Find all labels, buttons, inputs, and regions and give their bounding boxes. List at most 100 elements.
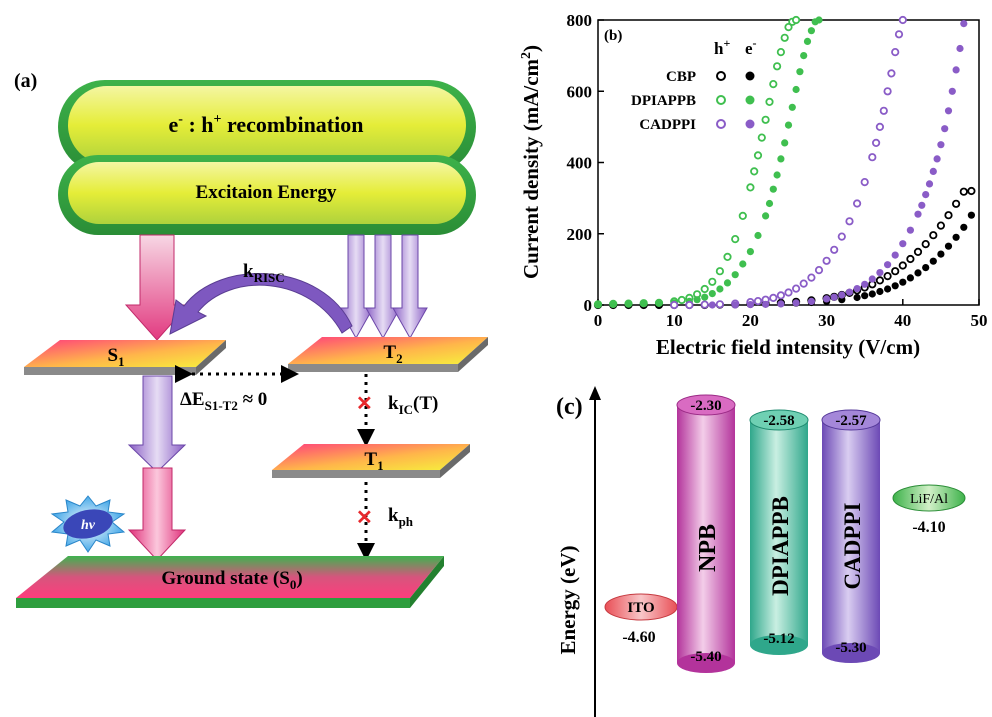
ito-bottom-value: -4.60 <box>622 629 655 646</box>
data-point <box>700 284 709 294</box>
data-point <box>822 256 831 265</box>
panel-c-label: (c) <box>556 394 583 420</box>
data-point <box>769 293 778 302</box>
data-point <box>677 295 686 305</box>
data-point <box>753 151 763 160</box>
data-point <box>929 167 937 175</box>
data-point <box>967 186 976 196</box>
data-point <box>723 279 732 287</box>
hv-label: hν <box>81 518 96 533</box>
data-point <box>803 37 812 46</box>
data-point <box>853 293 861 302</box>
data-point <box>845 217 854 226</box>
data-point <box>731 301 739 309</box>
data-point <box>814 265 824 275</box>
s1-emission-arrow-lower <box>127 467 187 561</box>
data-point <box>731 235 740 244</box>
legend-marker-open <box>716 119 726 129</box>
data-point <box>884 285 892 293</box>
data-point <box>952 233 960 241</box>
legend-label: CADPPI <box>639 117 696 133</box>
s1-level-plate: S1 <box>24 340 226 375</box>
lifal-bottom-value: -4.10 <box>912 519 945 536</box>
data-point <box>898 15 907 25</box>
data-point <box>670 300 679 310</box>
x-tick-label: 40 <box>894 311 911 330</box>
data-point <box>922 264 930 272</box>
legend-header-holes: h+ <box>714 36 730 58</box>
data-point <box>757 133 766 142</box>
x-tick-label: 50 <box>971 311 988 330</box>
data-point <box>800 52 808 60</box>
x-tick-label: 0 <box>594 311 603 330</box>
data-point <box>773 171 781 179</box>
triplet-excitation-arrows <box>338 234 428 340</box>
data-point <box>807 273 816 282</box>
t2-level-plate: T2 <box>288 337 488 372</box>
npb-bottom-value: -5.40 <box>690 649 721 665</box>
chart-legend: h+ e- CBP DPIAPPB CADPPI <box>631 36 757 133</box>
kic-cross-icon: ✕ <box>356 393 373 415</box>
data-point <box>715 300 725 309</box>
lifal-layer: LiF/Al -4.10 <box>892 484 966 536</box>
data-point <box>746 248 755 256</box>
data-point <box>777 300 785 308</box>
data-point <box>883 87 892 96</box>
legend-marker-filled <box>745 95 755 105</box>
data-point <box>784 22 793 32</box>
recombination-label: e- : h+ recombination <box>169 112 364 137</box>
s1-emission-arrow-upper <box>127 375 187 473</box>
data-point <box>894 30 904 39</box>
x-tick-label: 20 <box>742 311 759 330</box>
data-point <box>823 295 831 303</box>
data-point <box>944 211 953 220</box>
data-point <box>731 271 739 279</box>
data-point <box>906 274 915 282</box>
kph-label: kph <box>388 505 414 529</box>
npb-label: NPB <box>695 524 721 572</box>
data-point <box>967 211 976 219</box>
data-point <box>708 290 716 298</box>
data-point <box>739 260 747 268</box>
data-point <box>609 300 617 308</box>
ito-label: ITO <box>627 600 654 616</box>
lifal-label: LiF/Al <box>910 492 948 507</box>
data-point <box>914 269 922 277</box>
data-point <box>772 62 782 71</box>
ito-layer: ITO -4.60 <box>604 593 678 646</box>
panel-b-label: (b) <box>604 28 622 44</box>
data-point <box>868 275 876 283</box>
data-point <box>884 261 892 269</box>
data-point <box>876 269 884 277</box>
data-point <box>723 252 732 261</box>
data-point <box>715 267 725 276</box>
data-point <box>899 240 907 248</box>
krisc-label: kRISC <box>243 261 285 285</box>
excitation-oval: Excitaion Energy <box>58 155 476 235</box>
data-point <box>776 47 786 57</box>
legend-marker-open <box>716 95 726 105</box>
data-point <box>830 293 838 301</box>
data-point <box>777 155 785 163</box>
data-point <box>891 47 900 57</box>
photon-emission-burst: hν <box>50 495 126 553</box>
data-point <box>762 212 770 220</box>
legend-header-electrons: e- <box>745 36 757 58</box>
excitation-label: Excitaion Energy <box>196 182 337 203</box>
data-point <box>929 257 937 265</box>
data-point <box>780 33 789 42</box>
data-point <box>941 125 949 133</box>
data-point <box>594 301 602 309</box>
data-point <box>701 293 709 301</box>
data-point <box>951 199 961 208</box>
series-cadppi-electrons <box>708 20 968 309</box>
data-point <box>781 139 789 147</box>
data-point <box>754 231 762 240</box>
data-point <box>791 284 801 293</box>
cadppi-layer: -2.57 -5.30 CADPPI <box>821 409 881 663</box>
y-tick-label: 800 <box>567 11 593 30</box>
chart-xlabel: Electric field intensity (V/cm) <box>656 335 920 359</box>
t2-label: T2 <box>383 342 402 366</box>
data-point <box>624 300 633 308</box>
